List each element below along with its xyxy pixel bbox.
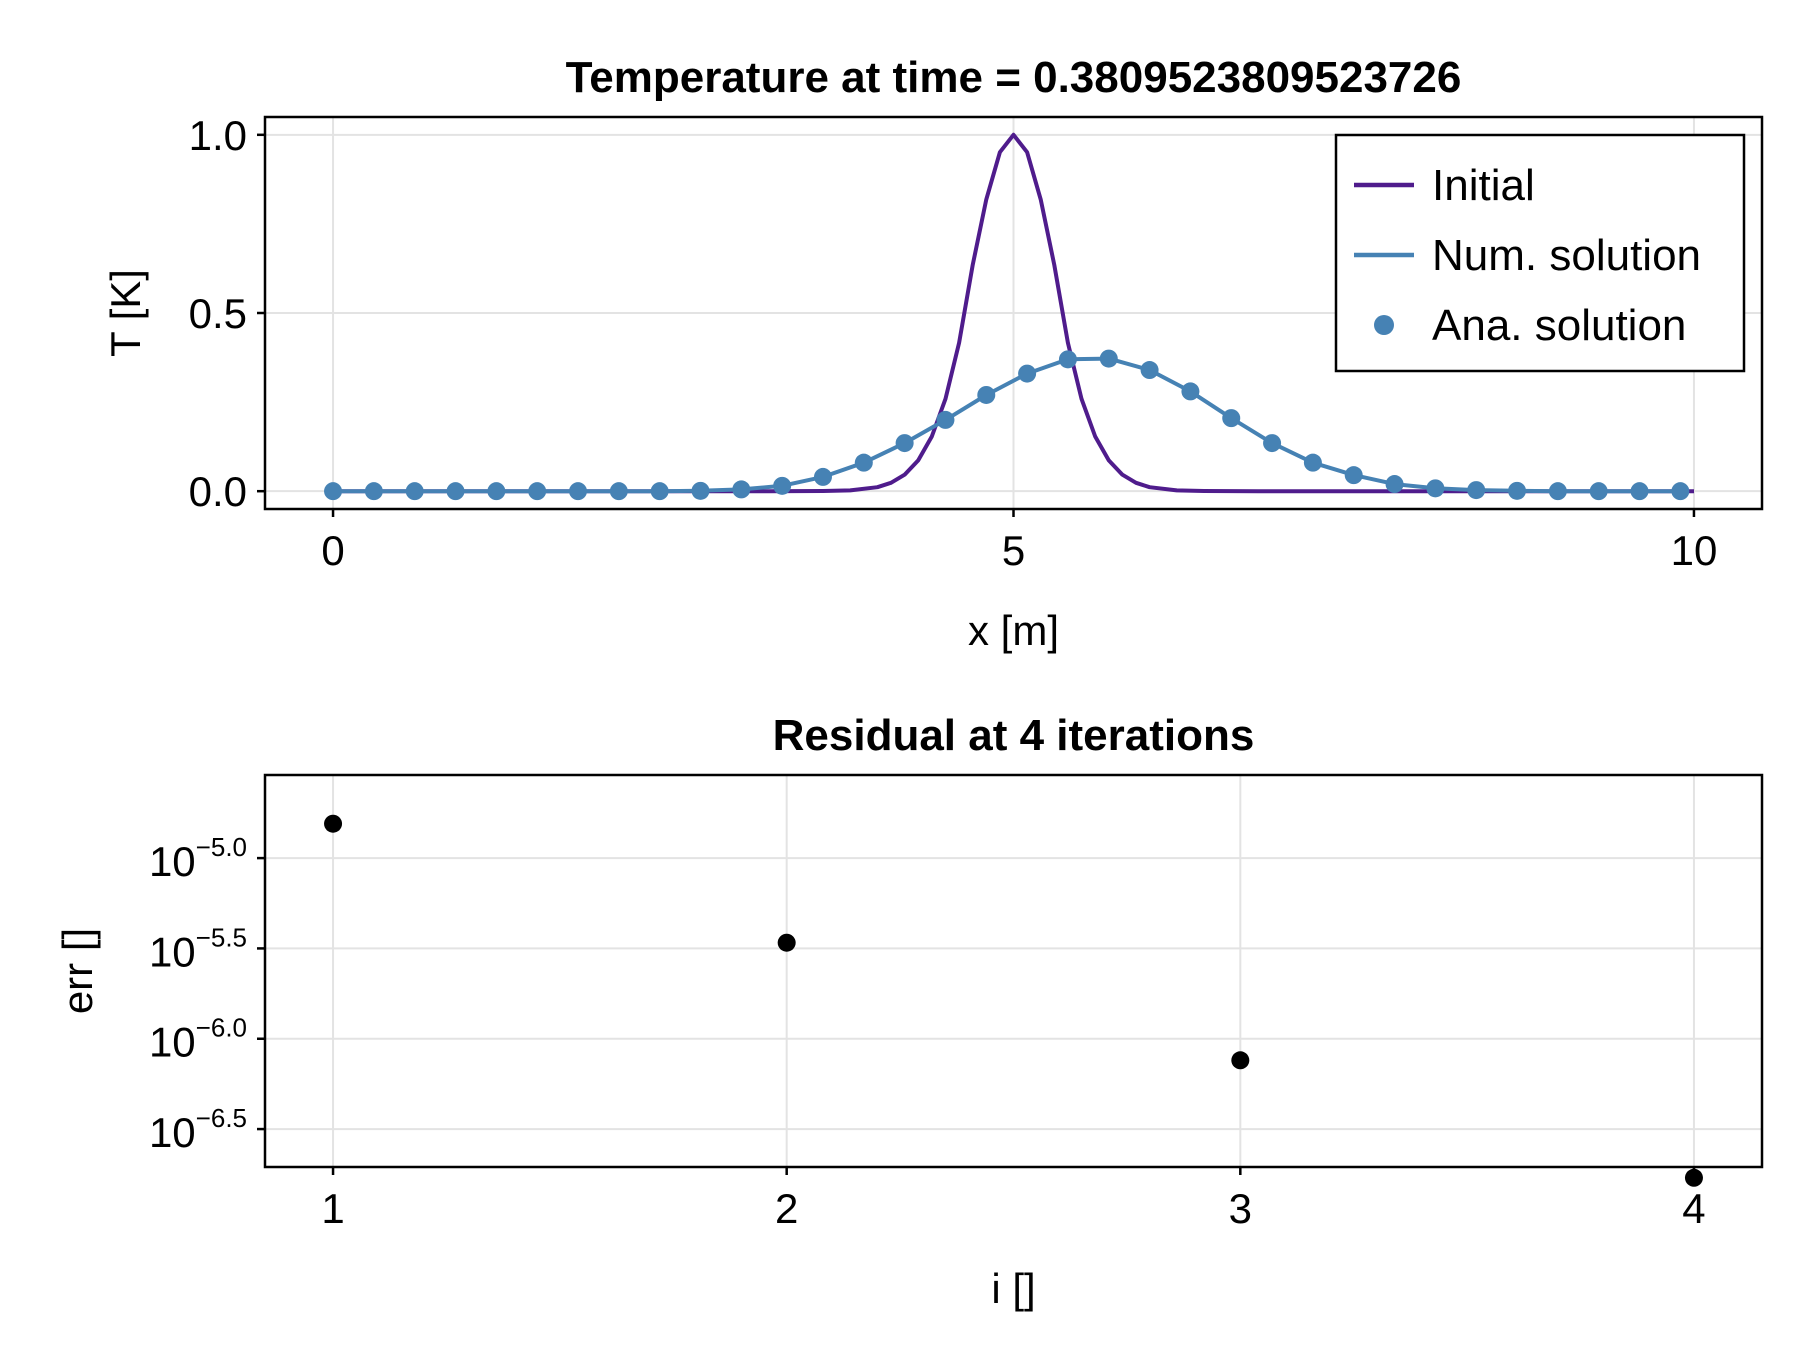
ana-solution-point — [977, 385, 996, 404]
x-axis-label: x [m] — [968, 607, 1059, 654]
residual-point — [1231, 1051, 1250, 1070]
chart-title: Residual at 4 iterations — [773, 711, 1255, 760]
ana-solution-point — [609, 482, 628, 501]
ana-solution-point — [487, 482, 506, 501]
ana-solution-point — [936, 410, 955, 429]
ana-solution-point — [773, 476, 792, 495]
ana-solution-point — [1508, 481, 1527, 500]
ana-solution-point — [528, 482, 547, 501]
residual-point — [324, 814, 343, 833]
legend-label: Num. solution — [1432, 231, 1701, 280]
ana-solution-point — [1671, 482, 1690, 501]
y-tick-label: 0.0 — [189, 468, 247, 515]
y-tick-label: 10−6.5 — [149, 1103, 247, 1156]
x-tick-label: 5 — [1002, 527, 1025, 574]
ana-solution-point — [1344, 466, 1363, 485]
ana-solution-point — [1303, 453, 1322, 472]
ana-solution-point — [1467, 481, 1486, 500]
residual-point — [1684, 1168, 1703, 1187]
ana-solution-point — [1426, 479, 1445, 498]
x-tick-label: 1 — [321, 1185, 344, 1232]
y-tick-label: 1.0 — [189, 112, 247, 159]
ana-solution-point — [569, 482, 588, 501]
ana-solution-point — [1222, 409, 1241, 428]
y-tick-exponent: −6.0 — [196, 1013, 247, 1043]
ana-solution-point — [691, 481, 710, 500]
y-axis-label: T [K] — [102, 269, 149, 357]
y-tick-base: 10 — [149, 1109, 196, 1156]
chart-title: Temperature at time = 0.3809523809523726 — [566, 53, 1462, 102]
y-tick-base: 10 — [149, 1019, 196, 1066]
ana-solution-point — [324, 482, 343, 501]
x-axis-label: i [] — [991, 1265, 1035, 1312]
y-tick-label: 10−5.0 — [149, 832, 247, 885]
x-tick-label: 10 — [1671, 527, 1718, 574]
ana-solution-point — [732, 480, 751, 499]
y-tick-base: 10 — [149, 928, 196, 975]
y-tick-label: 10−5.5 — [149, 922, 247, 975]
ana-solution-point — [1630, 482, 1649, 501]
plot-frame — [263, 773, 1764, 1169]
ana-solution-point — [1018, 364, 1037, 383]
ana-solution-point — [446, 482, 465, 501]
legend-swatch-marker — [1374, 315, 1394, 335]
ana-solution-point — [895, 434, 914, 453]
x-tick-label: 4 — [1682, 1185, 1705, 1232]
ana-solution-point — [405, 482, 424, 501]
y-tick-base: 10 — [149, 838, 196, 885]
y-tick-exponent: −5.5 — [196, 922, 247, 952]
ana-solution-point — [650, 482, 669, 501]
initial-line — [333, 132, 1694, 494]
y-tick-label: 10−6.0 — [149, 1013, 247, 1066]
ana-solution-point — [854, 453, 873, 472]
residual-point — [777, 933, 796, 952]
legend-label: Ana. solution — [1432, 301, 1686, 350]
x-tick-label: 3 — [1229, 1185, 1252, 1232]
ana-solution-point — [364, 482, 383, 501]
ana-solution-point — [1058, 350, 1077, 369]
num-solution-line — [333, 356, 1681, 494]
y-tick-exponent: −6.5 — [196, 1103, 247, 1133]
ana-solution-point — [1548, 482, 1567, 501]
y-tick-exponent: −5.0 — [196, 832, 247, 862]
temperature-panel: 0 5 10 0.0 0.5 1.0 Temperature at time = 0.380… — [102, 53, 1764, 654]
x-tick-label: 2 — [775, 1185, 798, 1232]
ana-solution-point — [1385, 475, 1404, 494]
ana-solution-point — [1263, 434, 1282, 453]
x-tick-label: 0 — [321, 527, 344, 574]
ana-solution-point — [1589, 482, 1608, 501]
ana-solution-point — [1140, 361, 1159, 380]
ana-solution-point — [813, 467, 832, 486]
legend-label: Initial — [1432, 161, 1535, 210]
ana-solution-point — [1099, 349, 1118, 368]
y-tick-label: 0.5 — [189, 290, 247, 337]
ana-solution-point — [1181, 382, 1200, 401]
y-axis-label: err [] — [54, 928, 101, 1014]
